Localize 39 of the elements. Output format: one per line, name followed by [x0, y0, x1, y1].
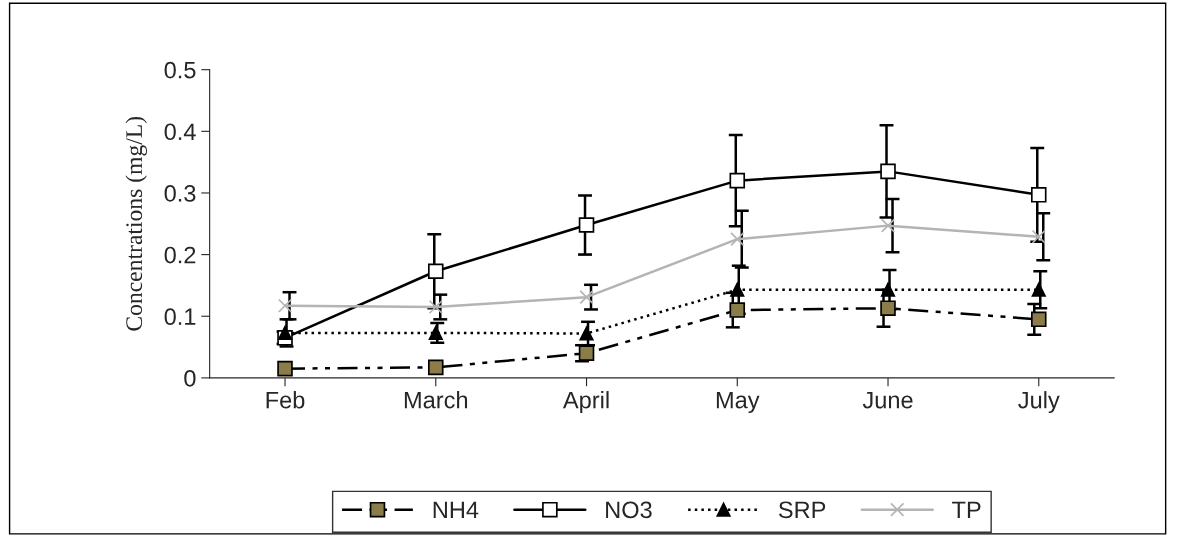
point: [277, 298, 293, 313]
legend-label: TP: [952, 501, 981, 518]
point: [880, 300, 896, 317]
x-tick-label: June: [862, 391, 913, 409]
legend-label: SRP: [778, 501, 826, 519]
legend-label: NO3: [606, 501, 652, 519]
x-tick-label: July: [1018, 391, 1060, 414]
x-tick-label: April: [562, 391, 609, 414]
point: [1031, 229, 1046, 244]
point: [427, 263, 444, 280]
point: [729, 302, 746, 318]
point: [729, 172, 746, 189]
y-tick-label: 0.3: [164, 185, 196, 202]
x-tick-label: March: [404, 391, 468, 409]
x-tick-label: Feb: [266, 391, 305, 409]
x-tick-label: May: [716, 391, 760, 414]
y-tick-label: 0.5: [164, 61, 196, 79]
point: [579, 290, 594, 305]
y-tick-label: 0.2: [164, 246, 196, 264]
y-tick-label: 0: [184, 369, 196, 387]
y-tick-label: 0.1: [164, 308, 196, 326]
point: [880, 282, 896, 297]
point: [428, 325, 443, 340]
point: [730, 232, 745, 247]
point: [277, 325, 293, 340]
point: [427, 359, 444, 376]
y-tick-label: 0.4: [164, 123, 196, 141]
point: [880, 163, 896, 180]
point: [428, 299, 443, 315]
point: [1030, 187, 1047, 203]
point: [578, 217, 595, 233]
y-axis-title: Concentrations (mg/L): [125, 116, 147, 331]
point: [1031, 282, 1046, 297]
point: [277, 360, 293, 377]
point: [880, 218, 896, 233]
point: [579, 326, 594, 341]
legend-label: NH4: [433, 501, 479, 518]
point: [1030, 311, 1047, 328]
point: [730, 282, 745, 297]
